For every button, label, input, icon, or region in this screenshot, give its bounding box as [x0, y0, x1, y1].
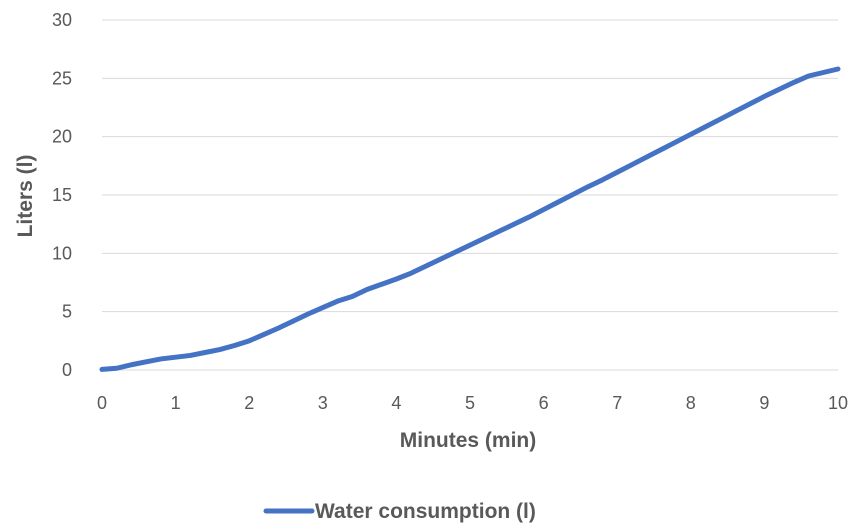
- series-line-water-consumption: [99, 66, 841, 372]
- x-tick-label: 1: [171, 393, 181, 413]
- x-axis-title: Minutes (min): [400, 429, 537, 452]
- y-axis-tick-labels: 0 5 10 15 20 25 30: [52, 10, 72, 380]
- x-tick-label: 5: [465, 393, 475, 413]
- y-tick-label: 0: [62, 360, 72, 380]
- y-tick-label: 5: [62, 302, 72, 322]
- y-tick-label: 20: [52, 127, 72, 147]
- legend: Water consumption (l): [263, 500, 536, 523]
- x-tick-label: 0: [97, 393, 107, 413]
- x-tick-label: 4: [391, 393, 401, 413]
- x-tick-label: 10: [828, 393, 848, 413]
- x-tick-label: 6: [539, 393, 549, 413]
- series-lines: [99, 66, 841, 372]
- x-tick-label: 3: [318, 393, 328, 413]
- gridlines: [102, 19, 838, 371]
- legend-label-water-consumption: Water consumption (l): [315, 500, 536, 523]
- y-axis-title: Liters (l): [14, 155, 37, 238]
- y-tick-label: 10: [52, 243, 72, 263]
- y-tick-label: 25: [52, 68, 72, 88]
- x-tick-label: 8: [686, 393, 696, 413]
- x-tick-label: 9: [759, 393, 769, 413]
- x-axis-tick-labels: 0 1 2 3 4 5 6 7 8 9 10: [97, 393, 848, 413]
- y-tick-label: 30: [52, 10, 72, 30]
- x-tick-label: 2: [244, 393, 254, 413]
- y-tick-label: 15: [52, 185, 72, 205]
- x-tick-label: 7: [612, 393, 622, 413]
